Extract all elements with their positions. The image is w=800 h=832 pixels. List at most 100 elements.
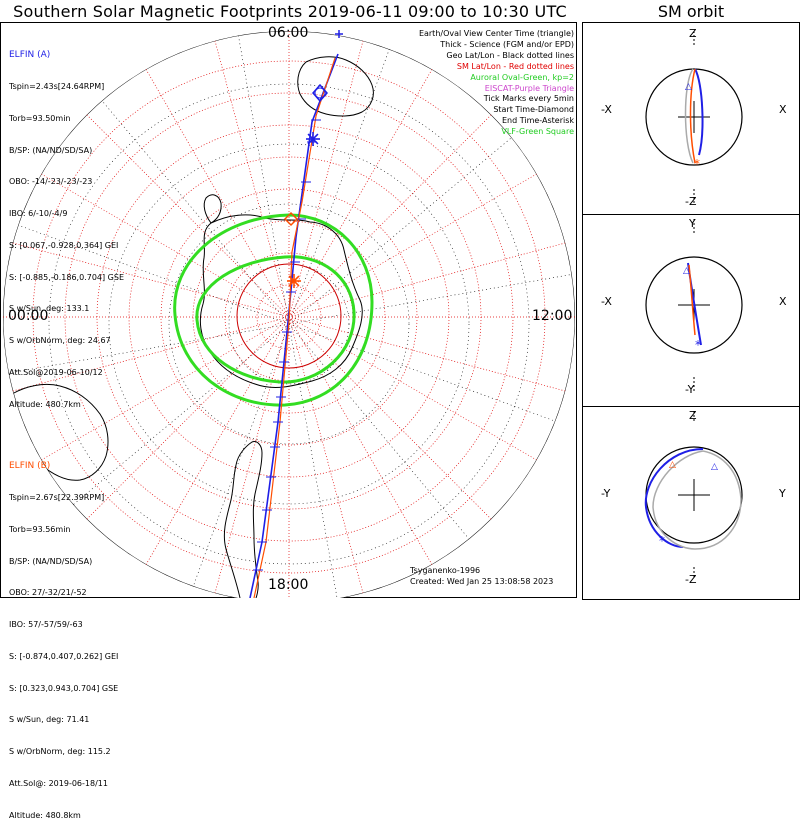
elfin-a-line: B/SP: (NA/ND/SD/SA): [9, 145, 93, 155]
sm-lon-line: [29, 166, 290, 318]
credits: Tsyganenko-1996 Created: Wed Jan 25 13:0…: [410, 566, 553, 587]
geo-lon-line: [288, 118, 535, 325]
orbit-panel-yz: △ △ * Z -Z -Y Y: [582, 406, 800, 600]
elfin-b-line: S: [0.323,0.943,0.704] GSE: [9, 683, 119, 693]
elfin-a-line: Att.Sol@2019-06-10/12: [9, 368, 103, 377]
elfin-a-orbit: [644, 448, 704, 548]
sm-lon-line: [138, 316, 290, 577]
axis-label-bottom: -Y: [685, 383, 695, 396]
sm-lon-line: [3, 316, 290, 395]
elfin-b-orbit-shadow: [652, 450, 742, 550]
axis-label-right: Y: [779, 487, 786, 500]
end-asterisk: *: [659, 534, 665, 548]
sm-lon-line: [288, 166, 549, 318]
elfin-a-line: S w/Sun, deg: 133.1: [9, 304, 90, 314]
elfin-b-line: S: [-0.874,0.407,0.262] GEI: [9, 651, 119, 661]
end-asterisk: *: [695, 338, 701, 352]
triangle-marker: △: [685, 82, 692, 92]
map-label-bottom: 18:00: [268, 577, 309, 593]
earth-outline: [645, 68, 743, 166]
legend-item: Thick - Science (FGM and/or EPD): [440, 39, 574, 49]
elfin-a-line: S: [-0.885,-0.186,0.704] GSE: [9, 272, 124, 282]
orbit-panel-xy: △ * Y -Y -X X: [582, 214, 800, 407]
legend-item: Start Time-Diamond: [493, 105, 574, 115]
sm-lon-line: [288, 239, 575, 318]
auroral-oval-inner: [195, 255, 356, 384]
geo-lon-line: [3, 323, 290, 380]
start-diamond-circle: [314, 87, 326, 99]
elfin-b-line: OBO: 27/-32/21/-52: [9, 588, 87, 598]
sm-reference-circle: [236, 263, 342, 369]
satellite-tracks: [249, 53, 339, 598]
elfin-a-line: S: [0.067,-0.928,0.364] GEI: [9, 240, 119, 250]
axis-label-right: X: [779, 103, 787, 116]
antarctic-peninsula: [203, 194, 222, 224]
legend-item: EISCAT-Purple Triangle: [484, 83, 574, 93]
polar-map: [3, 30, 575, 598]
elfin-a-info: ELFIN (A) Tspin=2.43s[24.64RPM] Torb=93.…: [9, 29, 124, 421]
legend-item: SM Lat/Lon - Red dotted lines: [456, 61, 574, 71]
axis-label-bottom: -Z: [685, 195, 697, 208]
sm-lon-line: [138, 57, 290, 318]
geo-lon-line: [233, 31, 290, 325]
sm-lon-line: [288, 104, 502, 318]
geo-lon-line: [288, 323, 345, 598]
south-america-coastline: [223, 441, 263, 598]
end-asterisk: *: [694, 157, 700, 171]
sm-lon-line: [76, 316, 290, 530]
elfin-b-orbit-shadow: [684, 68, 694, 164]
orbit-plot-yz: △ △ *: [644, 411, 743, 579]
elfin-b-line: Altitude: 480.8km: [9, 810, 81, 820]
map-label-left: 00:00: [8, 308, 49, 324]
sm-lon-line: [211, 31, 290, 318]
sm-lat-circle: [64, 92, 514, 542]
orbit-title: SM orbit: [657, 2, 725, 21]
elfin-b-orbit: [688, 264, 696, 336]
geo-lon-line: [43, 323, 290, 530]
map-label-top: 06:00: [268, 25, 309, 41]
elfin-b-orbit: [689, 68, 696, 164]
elfin-a-line: Tspin=2.43s[24.64RPM]: [9, 81, 105, 91]
orbit-plot-xz: △ *: [645, 31, 743, 203]
legend-item: Geo Lat/Lon - Black dotted lines: [446, 50, 574, 60]
legend-item: Tick Marks every 5min: [483, 94, 574, 104]
elfin-b-line: S w/Sun, deg: 71.41: [9, 715, 90, 725]
created-timestamp: Created: Wed Jan 25 13:08:58 2023: [410, 576, 554, 586]
sm-lon-line: [288, 316, 575, 395]
map-label-right: 12:00: [532, 308, 573, 324]
sm-lon-line: [3, 239, 290, 318]
legend-item: Earth/Oval View Center Time (triangle): [418, 29, 574, 38]
triangle-marker: △: [683, 266, 690, 276]
sm-lon-line: [288, 316, 549, 468]
elfin-b-line: IBO: 57/-57/59/-63: [9, 620, 83, 630]
orbit-plot-xy: △ *: [645, 219, 743, 391]
triangle-marker: △: [711, 462, 718, 472]
elfin-b-line: Att.Sol@: 2019-06-18/11: [9, 779, 108, 788]
axis-label-left: -Y: [601, 487, 611, 500]
elfin-b-line: Torb=93.56min: [9, 524, 71, 534]
end-asterisk-b: [287, 274, 301, 288]
sm-lon-line: [29, 316, 290, 468]
legend-item: End Time-Asterisk: [501, 116, 574, 126]
geo-lon-line: [288, 268, 575, 325]
auroral-oval-outer: [173, 213, 374, 407]
elfin-a-line: Torb=93.50min: [9, 113, 71, 123]
elfin-b-name: ELFIN (B): [9, 461, 51, 472]
sm-grid: [3, 31, 575, 598]
geo-lat-circle: [108, 143, 470, 505]
geo-lon-line: [288, 323, 575, 435]
earth-outline: [645, 256, 743, 354]
elfin-b-line: S w/OrbNorm, deg: 115.2: [9, 747, 111, 757]
geo-lat-circle: [228, 263, 350, 385]
axis-label-left: -X: [601, 103, 612, 116]
axis-label-top: Y: [689, 217, 696, 230]
legend-item: Auroral Oval-Green, kp=2: [470, 72, 574, 82]
axis-label-top: Z: [689, 409, 697, 422]
track-markers: [283, 30, 343, 288]
triangle-marker: △: [669, 460, 676, 470]
geo-lon-line: [83, 78, 290, 325]
legend-item: VLF-Green Square: [501, 127, 574, 137]
sm-lon-line: [288, 316, 367, 598]
axis-label-bottom: -Z: [685, 573, 697, 586]
map-legend: Earth/Oval View Center Time (triangle) T…: [419, 29, 574, 138]
